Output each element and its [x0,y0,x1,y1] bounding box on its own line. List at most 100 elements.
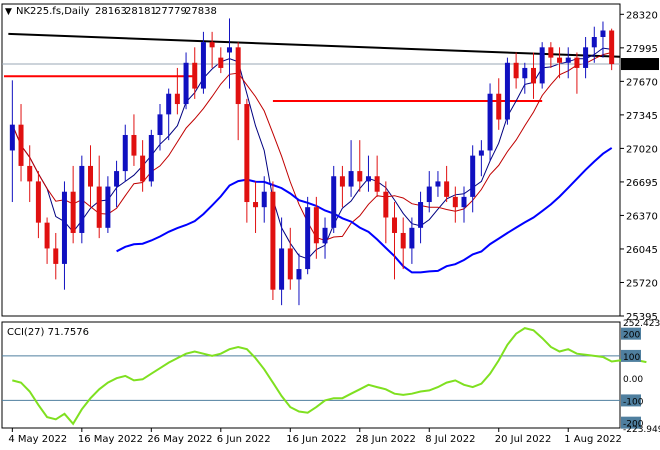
candle-body [235,47,241,105]
candle-body [400,232,406,249]
candle-body [157,114,163,135]
candle-body [192,62,198,89]
candle-body [539,47,545,84]
candle-body [504,62,510,120]
candle-body [591,37,597,48]
candle-body [148,134,154,182]
candle-body [609,30,615,65]
candle-body [226,47,232,53]
candle-body [522,67,528,79]
candle-body [96,186,102,228]
candle-body [218,57,224,68]
cci-label: CCI(27) 71.7576 [7,327,89,338]
last-price-label: 27838 [624,60,656,71]
x-tick-label: 1 Aug 2022 [564,434,622,445]
candle-body [418,202,424,228]
chart-title: NK225.fs,Daily [16,6,90,17]
candle-body [470,155,476,197]
ohlc-low: 27779 [155,6,187,17]
x-tick-label: 16 May 2022 [78,434,143,445]
candle-body [122,134,128,172]
y-tick-label: 25395 [626,312,658,323]
candle-body [600,30,606,38]
candle-body [18,124,24,166]
candle-body [557,57,563,63]
candle-body [183,62,189,105]
candle-body [44,222,50,249]
lower-band-line [116,147,613,274]
candle-body [105,186,111,228]
candle-body [279,248,285,290]
y-tick-label: 27020 [626,144,658,155]
candle-body [322,227,328,244]
candle-body [131,134,137,156]
candle-body [313,207,319,244]
candle-body [287,248,293,280]
candle-body [565,57,571,63]
candle-body [348,171,354,187]
cci-tick-label: -100 [623,397,644,407]
long-ma-line [8,32,621,58]
candle-body [53,248,59,264]
candle-body [392,217,398,233]
slow-ma-line [11,52,612,241]
y-tick-label: 26045 [626,245,658,256]
candle-body [79,165,85,233]
candle-body [209,42,215,48]
cci-series [2,327,647,426]
candle-body [9,124,15,151]
candle-body [548,47,554,58]
candle-body [496,93,502,120]
candle-body [174,93,180,105]
cci-tick-label: 252.4231 [623,319,660,329]
y-tick-label: 26370 [626,211,658,222]
candle-body [583,47,589,68]
x-tick-label: 28 Jun 2022 [356,434,416,445]
candle-body [35,181,41,223]
ohlc-open: 28163 [95,6,127,17]
candle-body [426,186,432,203]
y-tick-label: 27670 [626,77,658,88]
candle-body [166,93,172,115]
candle-body [261,191,267,208]
y-tick-label: 25720 [626,278,658,289]
candle-body [339,176,345,187]
candle-body [487,93,493,151]
candle-body [305,207,311,270]
ohlc-high: 28181 [125,6,157,17]
cci-tick-label: 200 [623,331,640,341]
candle-body [461,196,467,208]
cci-line [12,327,647,426]
candle-body [530,67,536,84]
candle-body [253,202,259,208]
candle-body [365,176,371,182]
y-tick-label: 26695 [626,178,658,189]
candle-body [478,150,484,156]
x-tick-label: 6 Jun 2022 [217,434,271,445]
x-tick-label: 20 Jul 2022 [495,434,552,445]
cci-tick-label: -200 [623,420,644,430]
candle-body [331,176,337,228]
candle-body [357,171,363,182]
candle-body [513,62,519,79]
candle-body [444,181,450,197]
last-price-box [621,58,659,71]
candle-body [296,269,302,280]
y-tick-label: 28320 [626,10,658,21]
candle-body [374,176,380,192]
cci-tick-label: 0.00 [623,375,643,385]
fast-ma-line [11,47,612,260]
candle-body [383,191,389,218]
cci-level-box [621,349,641,362]
chart-header-arrow: ▼ [5,7,12,17]
ohlc-close: 27838 [185,6,217,17]
candle-body [409,227,415,249]
x-tick-label: 4 May 2022 [8,434,67,445]
x-tick-label: 26 May 2022 [147,434,212,445]
cci-panel [1,321,621,429]
candle-body [244,104,250,203]
cci-level-box [621,327,641,340]
cci-tick-label: 100 [623,353,640,363]
